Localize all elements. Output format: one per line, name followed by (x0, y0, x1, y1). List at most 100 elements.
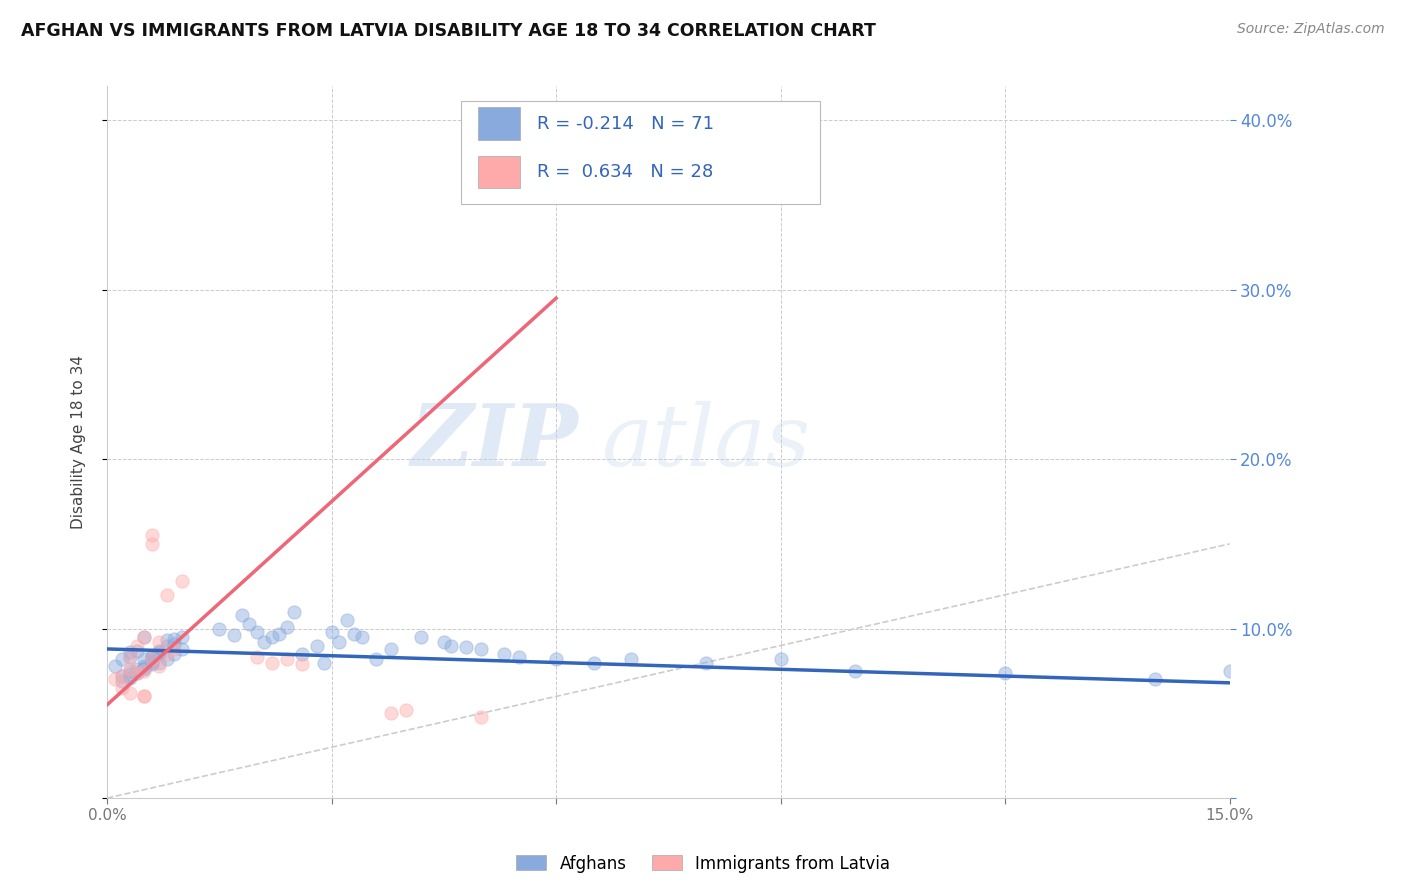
Text: R = -0.214   N = 71: R = -0.214 N = 71 (537, 114, 714, 133)
Point (125, 665, 148, 680)
Point (141, 656, 163, 670)
Point (305, 639, 328, 653)
Point (470, 710, 492, 724)
Point (343, 626, 366, 640)
Point (170, 642, 193, 657)
Point (291, 657, 314, 672)
Point (134, 630, 156, 644)
Point (1219, 664, 1241, 678)
Point (224, 628, 246, 642)
Text: atlas: atlas (600, 401, 810, 483)
Point (440, 639, 463, 653)
Point (148, 645, 170, 659)
Point (118, 662, 141, 676)
Point (546, 652, 568, 666)
Point (141, 657, 163, 672)
Point (125, 643, 148, 657)
Point (156, 588, 179, 602)
Point (238, 616, 260, 631)
Point (291, 647, 314, 661)
Point (335, 613, 357, 627)
FancyBboxPatch shape (461, 101, 820, 203)
Point (125, 665, 148, 680)
Point (366, 652, 388, 666)
Point (276, 620, 298, 634)
Point (163, 637, 186, 651)
Point (411, 630, 433, 644)
Point (125, 639, 148, 653)
Point (141, 650, 163, 665)
Point (170, 574, 193, 589)
Point (148, 647, 170, 661)
Point (283, 605, 305, 619)
Point (246, 625, 269, 640)
Point (141, 654, 163, 668)
Point (314, 656, 336, 670)
Point (1143, 673, 1166, 687)
Point (141, 652, 163, 666)
Point (148, 656, 170, 670)
Point (118, 650, 141, 665)
Point (103, 673, 125, 687)
Text: R =  0.634   N = 28: R = 0.634 N = 28 (537, 163, 713, 181)
FancyBboxPatch shape (478, 107, 520, 140)
Point (141, 528, 163, 542)
Point (111, 669, 134, 683)
Point (156, 652, 179, 666)
Point (134, 662, 156, 676)
Point (492, 647, 515, 661)
Point (111, 681, 134, 695)
Point (276, 652, 298, 666)
Point (395, 703, 418, 717)
Point (111, 674, 134, 689)
Text: ZIP: ZIP (411, 401, 578, 484)
Point (470, 642, 492, 657)
Point (111, 652, 134, 666)
Point (118, 671, 141, 685)
Point (380, 706, 402, 721)
Point (208, 622, 231, 636)
Point (620, 652, 643, 666)
Point (134, 659, 156, 673)
Point (231, 608, 253, 623)
Point (141, 648, 163, 663)
Point (769, 652, 792, 666)
Point (163, 632, 186, 646)
Point (163, 642, 186, 657)
Point (328, 635, 350, 649)
Point (118, 664, 141, 678)
Point (103, 659, 125, 673)
Point (350, 630, 373, 644)
Y-axis label: Disability Age 18 to 34: Disability Age 18 to 34 (72, 355, 86, 529)
Point (695, 656, 717, 670)
Point (260, 630, 283, 644)
Legend: Afghans, Immigrants from Latvia: Afghans, Immigrants from Latvia (509, 848, 897, 880)
Point (844, 664, 866, 678)
Point (269, 626, 291, 640)
Point (118, 650, 141, 665)
Point (508, 650, 530, 665)
Point (170, 630, 193, 644)
Point (148, 635, 170, 649)
Point (156, 633, 179, 648)
Text: AFGHAN VS IMMIGRANTS FROM LATVIA DISABILITY AGE 18 TO 34 CORRELATION CHART: AFGHAN VS IMMIGRANTS FROM LATVIA DISABIL… (21, 22, 876, 40)
Point (134, 630, 156, 644)
Point (380, 642, 402, 657)
Point (156, 647, 179, 661)
Point (111, 669, 134, 683)
Point (141, 537, 163, 551)
Point (456, 640, 478, 655)
Point (321, 625, 343, 640)
Point (246, 650, 269, 665)
Point (156, 639, 179, 653)
Point (134, 690, 156, 704)
Point (118, 667, 141, 681)
Point (134, 660, 156, 674)
Point (118, 645, 141, 659)
Point (118, 686, 141, 700)
Point (260, 656, 283, 670)
Point (134, 664, 156, 678)
Point (148, 659, 170, 673)
Point (994, 665, 1017, 680)
Point (125, 662, 148, 676)
